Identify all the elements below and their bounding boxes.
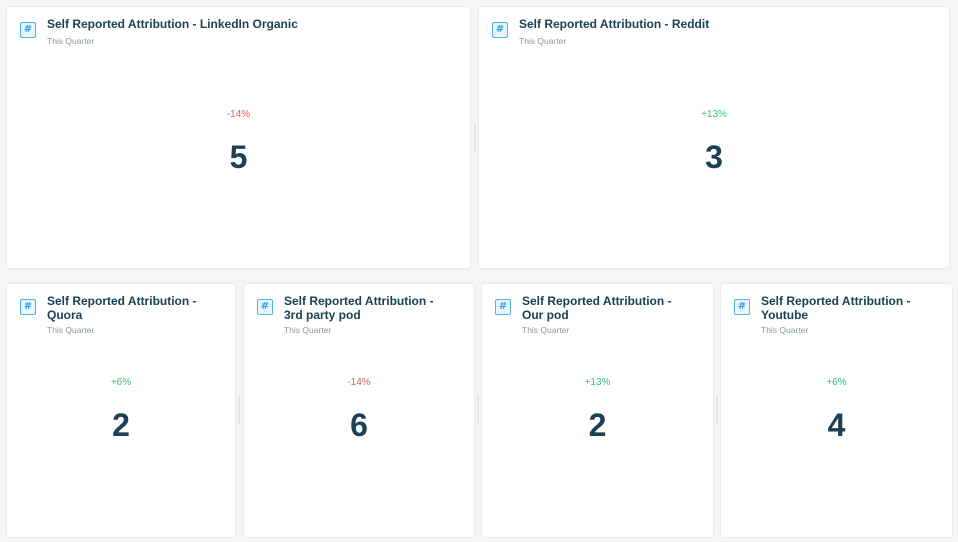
- card-period: This Quarter: [284, 325, 332, 335]
- card-value: 2: [112, 407, 130, 443]
- hash-icon: #: [20, 22, 36, 38]
- card-delta: +13%: [584, 377, 611, 388]
- card-delta: +6%: [110, 377, 132, 388]
- resize-handle[interactable]: [474, 123, 476, 153]
- hash-icon: #: [495, 299, 511, 315]
- card-value: 5: [229, 139, 248, 175]
- metric-card-our-pod[interactable]: # Self Reported Attribution - Our pod Th…: [481, 283, 714, 538]
- hash-icon: #: [20, 299, 36, 315]
- card-period: This Quarter: [47, 325, 95, 335]
- hash-icon: #: [257, 299, 273, 315]
- resize-handle[interactable]: [716, 395, 718, 425]
- card-delta: -14%: [347, 377, 371, 388]
- card-value: 4: [827, 407, 846, 443]
- resize-handle[interactable]: [477, 395, 479, 425]
- metric-card-quora[interactable]: # Self Reported Attribution - Quora This…: [6, 283, 236, 538]
- metric-card-youtube[interactable]: # Self Reported Attribution - Youtube Th…: [720, 283, 953, 538]
- hash-icon: #: [734, 299, 750, 315]
- card-title: Self Reported Attribution - 3rd party po…: [284, 294, 434, 322]
- hash-icon: #: [492, 22, 508, 38]
- card-value: 6: [350, 407, 368, 443]
- card-delta: +13%: [701, 109, 727, 120]
- card-title: Self Reported Attribution - Youtube: [761, 294, 911, 322]
- card-period: This Quarter: [522, 325, 570, 335]
- card-title: Self Reported Attribution - Reddit: [519, 17, 710, 31]
- card-title: Self Reported Attribution - LinkedIn Org…: [47, 17, 298, 31]
- metric-card-linkedin-organic[interactable]: # Self Reported Attribution - LinkedIn O…: [6, 6, 471, 269]
- card-period: This Quarter: [761, 325, 809, 335]
- card-delta: +6%: [826, 377, 847, 388]
- card-period: This Quarter: [47, 36, 95, 46]
- card-title: Self Reported Attribution - Our pod: [522, 294, 672, 322]
- card-delta: -14%: [226, 109, 251, 120]
- metric-card-3rd-party-pod[interactable]: # Self Reported Attribution - 3rd party …: [243, 283, 475, 538]
- card-period: This Quarter: [519, 36, 567, 46]
- resize-handle[interactable]: [238, 395, 240, 425]
- card-value: 3: [705, 139, 723, 175]
- card-title: Self Reported Attribution - Quora: [47, 294, 197, 322]
- metric-card-reddit[interactable]: # Self Reported Attribution - Reddit Thi…: [478, 6, 950, 269]
- card-value: 2: [588, 407, 607, 443]
